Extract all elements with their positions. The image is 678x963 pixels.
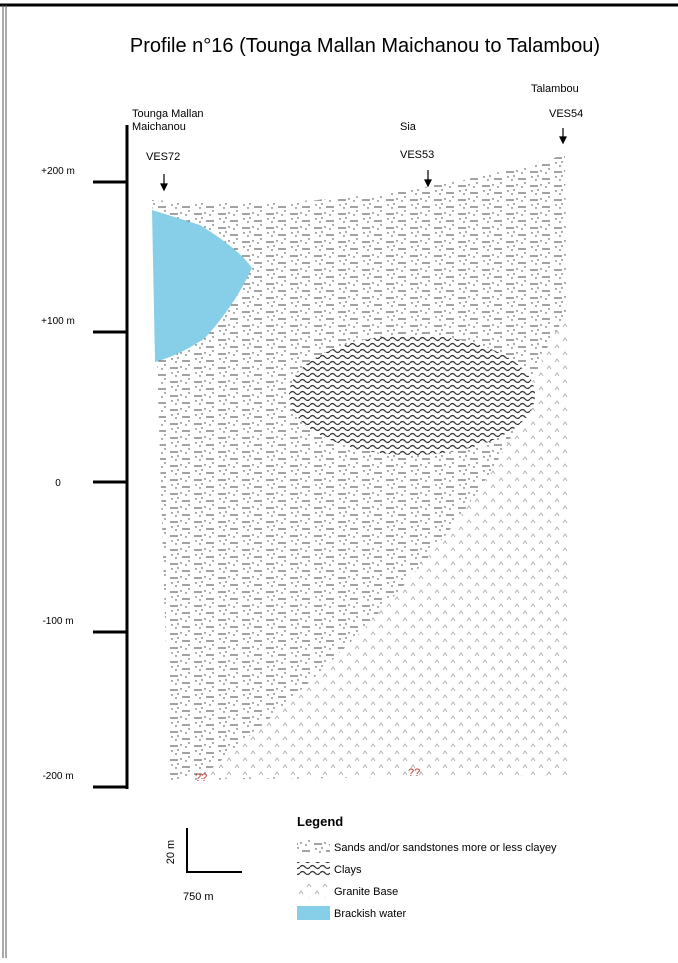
ves-label: VES54 <box>549 108 583 120</box>
location-name: Sia <box>400 121 417 133</box>
location-name: Talambou <box>531 83 579 95</box>
scale-vertical: 20 m <box>165 840 177 864</box>
axis-label: -100 m <box>42 616 73 627</box>
legend-item: Sands and/or sandstones more or less cla… <box>334 842 557 854</box>
ves-label: VES53 <box>400 149 434 161</box>
legend-swatch <box>297 862 330 876</box>
scale-bar <box>187 828 242 872</box>
axis-label: 0 <box>55 478 61 489</box>
ves-label: VES72 <box>146 151 180 163</box>
unknown-mark: ?? <box>408 767 420 779</box>
legend-swatch <box>297 906 330 920</box>
page: Profile n°16 (Tounga Mallan Maichanou to… <box>0 0 678 963</box>
title: Profile n°16 (Tounga Mallan Maichanou to… <box>130 35 600 57</box>
legend-item: Brackish water <box>334 908 406 920</box>
location-name: Tounga Mallan <box>132 108 204 120</box>
location-name: Maichanou <box>132 121 186 133</box>
legend-item: Granite Base <box>334 886 398 898</box>
diagram: Profile n°16 (Tounga Mallan Maichanou to… <box>0 0 678 958</box>
scale-horizontal: 750 m <box>183 891 214 903</box>
clay-lens <box>289 335 535 455</box>
axis-ticks: +200 m +100 m 0 -100 m -200 m <box>41 166 127 787</box>
legend-swatch <box>297 884 330 898</box>
unknown-mark: ?? <box>195 772 207 784</box>
axis-label: +100 m <box>41 316 75 327</box>
legend-item: Clays <box>334 864 362 876</box>
axis-label: +200 m <box>41 166 75 177</box>
legend-title: Legend <box>297 814 343 829</box>
axis-label: -200 m <box>42 771 73 782</box>
legend-swatch <box>297 840 330 854</box>
